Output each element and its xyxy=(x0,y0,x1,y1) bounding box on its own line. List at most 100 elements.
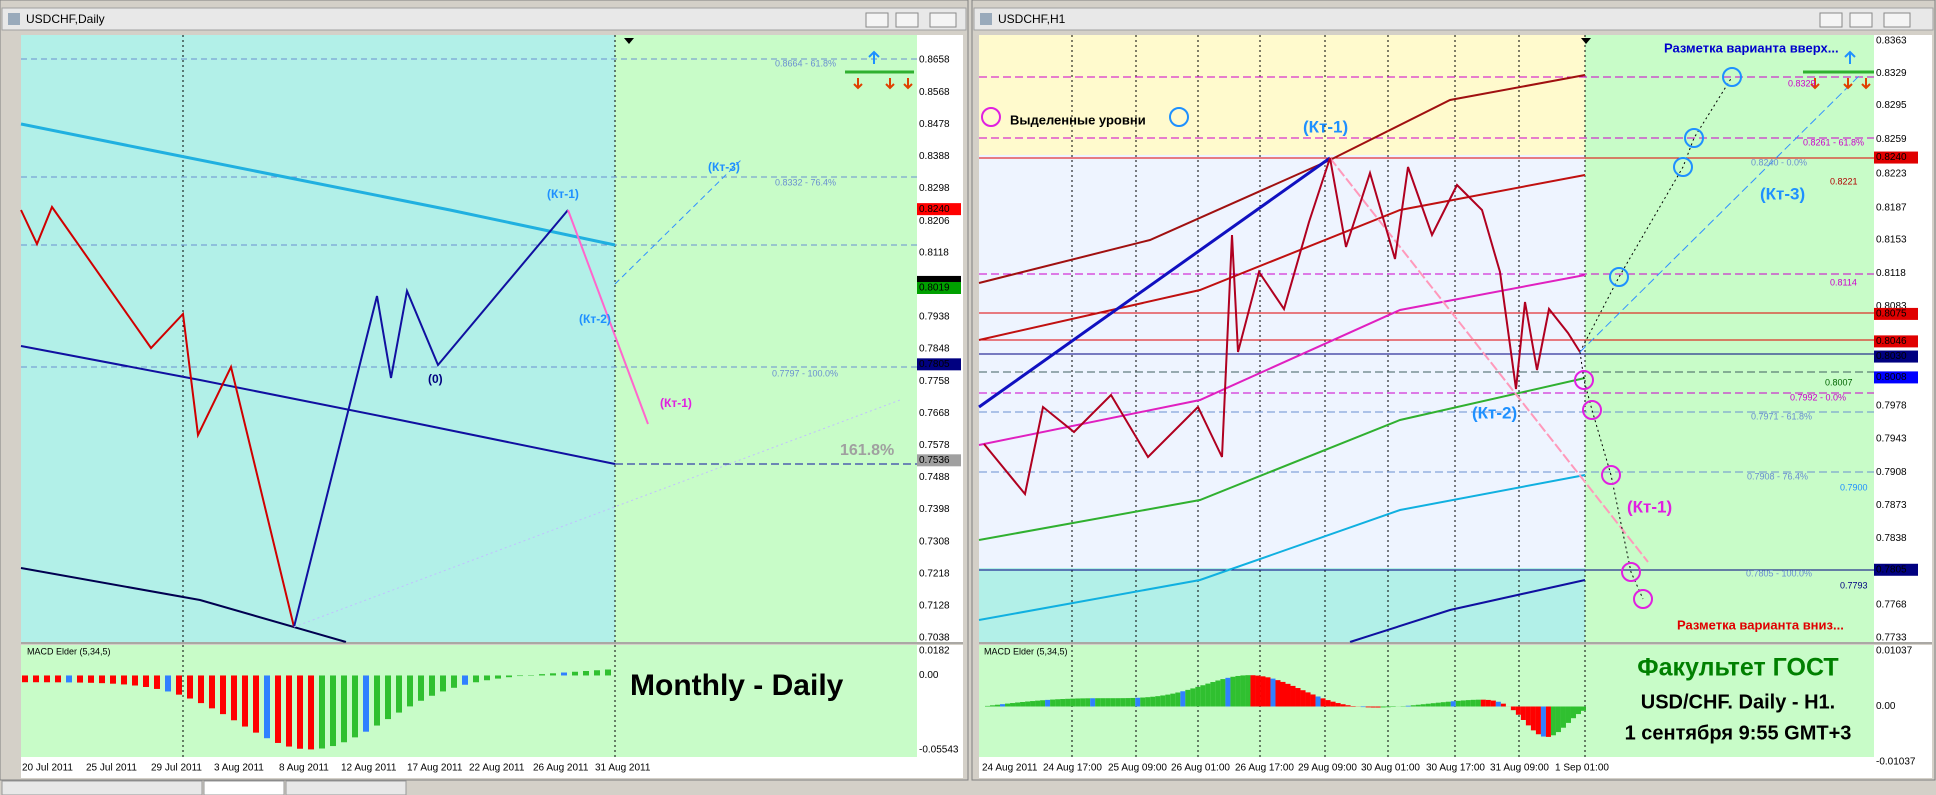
macd-bar xyxy=(1570,706,1576,719)
macd-bar xyxy=(1260,676,1266,707)
annotation: 0.8664 - 61.8% xyxy=(775,58,836,68)
macd-bar xyxy=(110,675,116,684)
annotation: 0.7793 xyxy=(1840,580,1868,590)
annotation: (Кт-3) xyxy=(1760,184,1805,203)
macd-bar xyxy=(1550,706,1556,736)
price-label: 0.8388 xyxy=(919,151,950,162)
time-label: 20 Jul 2011 xyxy=(22,763,73,774)
price-label: 0.7038 xyxy=(919,633,950,644)
macd-bar xyxy=(1345,705,1351,707)
macd-bar xyxy=(1170,693,1176,707)
time-label: 1 Sep 01:00 xyxy=(1555,763,1609,774)
macd-bar xyxy=(1380,706,1386,708)
macd-bar xyxy=(1255,675,1261,707)
macd-bar xyxy=(286,675,292,747)
macd-bar xyxy=(1410,705,1416,707)
macd-bar xyxy=(561,672,567,676)
macd-bar xyxy=(154,675,160,689)
macd-bar xyxy=(1340,704,1346,707)
macd-bar xyxy=(1005,703,1011,707)
annotation: (Кт-1) xyxy=(547,187,579,201)
macd-bar xyxy=(1245,675,1251,707)
close-button[interactable] xyxy=(929,12,957,28)
annotation: (Кт-1) xyxy=(1627,497,1672,516)
macd-scale xyxy=(1874,645,1932,757)
macd-label: -0.01037 xyxy=(1876,757,1916,768)
macd-bar xyxy=(495,675,501,679)
macd-bar xyxy=(1375,706,1381,708)
price-label: 0.8206 xyxy=(919,216,950,227)
price-line xyxy=(983,157,1581,497)
macd-bar xyxy=(385,675,391,720)
window-title: USDCHF,Daily xyxy=(26,12,105,26)
separators xyxy=(1071,35,1586,757)
price-label: 0.7758 xyxy=(919,376,950,387)
macd-bar xyxy=(77,675,83,683)
macd-bar xyxy=(1190,688,1196,707)
wave-line xyxy=(978,156,1331,409)
macd-bar xyxy=(55,675,61,683)
shift-marker xyxy=(624,38,634,44)
annotation: MACD Elder (5,34,5) xyxy=(984,646,1068,656)
annotation: 0.7797 - 100.0% xyxy=(772,368,838,378)
price-label: 0.8295 xyxy=(1876,100,1907,111)
annotation: 0.8329 xyxy=(1788,78,1816,88)
price-tag xyxy=(917,454,961,467)
macd-bar xyxy=(1270,678,1276,707)
price-tag-label: 0.8075 xyxy=(1876,309,1907,320)
macd-bar xyxy=(1500,703,1506,707)
price-tag xyxy=(917,281,961,294)
macd-bar xyxy=(1435,702,1441,707)
price-label: 0.7668 xyxy=(919,408,950,419)
macd-bar xyxy=(1305,692,1311,707)
projection-zone xyxy=(615,35,917,642)
macd-bar xyxy=(1455,700,1461,707)
macd-bar xyxy=(1360,706,1366,708)
time-label: 24 Aug 2011 xyxy=(982,763,1038,774)
maximize-button[interactable] xyxy=(895,12,919,28)
macd-bar xyxy=(1075,698,1081,707)
time-label: 30 Aug 01:00 xyxy=(1361,763,1420,774)
macd-bar xyxy=(1140,697,1146,707)
macd-bar xyxy=(1315,696,1321,707)
macd-bar xyxy=(1515,706,1521,715)
macd-bar xyxy=(1470,699,1476,707)
macd-bar xyxy=(1465,700,1471,707)
window-icon xyxy=(8,13,20,25)
tab[interactable] xyxy=(1,780,203,795)
annotation: (0) xyxy=(428,372,443,386)
macd-bar xyxy=(143,675,149,687)
maximize-button[interactable] xyxy=(1849,12,1873,28)
macd-bar xyxy=(1220,679,1226,707)
price-label: 0.8298 xyxy=(919,183,950,194)
annotation: 0.7805 - 100.0% xyxy=(1746,568,1812,578)
minimize-button[interactable] xyxy=(865,12,889,28)
macd-bar xyxy=(1520,706,1526,720)
macd-bar xyxy=(1050,699,1056,707)
close-button[interactable] xyxy=(1883,12,1911,28)
macd-bar xyxy=(1405,705,1411,707)
annotation: 0.8007 xyxy=(1825,377,1853,387)
annotation: 0.7971 - 61.8% xyxy=(1751,411,1812,421)
macd-bar xyxy=(1125,698,1131,707)
macd-bar xyxy=(121,675,127,685)
annotation: Разметка варианта вниз... xyxy=(1677,617,1844,632)
macd-bar xyxy=(451,675,457,688)
macd-bar xyxy=(1090,698,1096,707)
tab[interactable] xyxy=(285,780,407,795)
macd-bar xyxy=(1030,701,1036,707)
macd-scale xyxy=(917,645,963,757)
tab[interactable] xyxy=(203,780,285,795)
price-tag xyxy=(1874,335,1918,348)
window-icon xyxy=(980,13,992,25)
minimize-button[interactable] xyxy=(1819,12,1843,28)
macd-bar xyxy=(275,675,281,743)
annotation: MACD Elder (5,34,5) xyxy=(27,646,111,656)
macd-bar xyxy=(1080,698,1086,707)
macd-bar xyxy=(1365,706,1371,708)
macd-bar xyxy=(1285,683,1291,707)
macd-bar xyxy=(352,675,358,738)
annotation: (Кт-2) xyxy=(1472,403,1517,422)
macd-bar xyxy=(407,675,413,707)
